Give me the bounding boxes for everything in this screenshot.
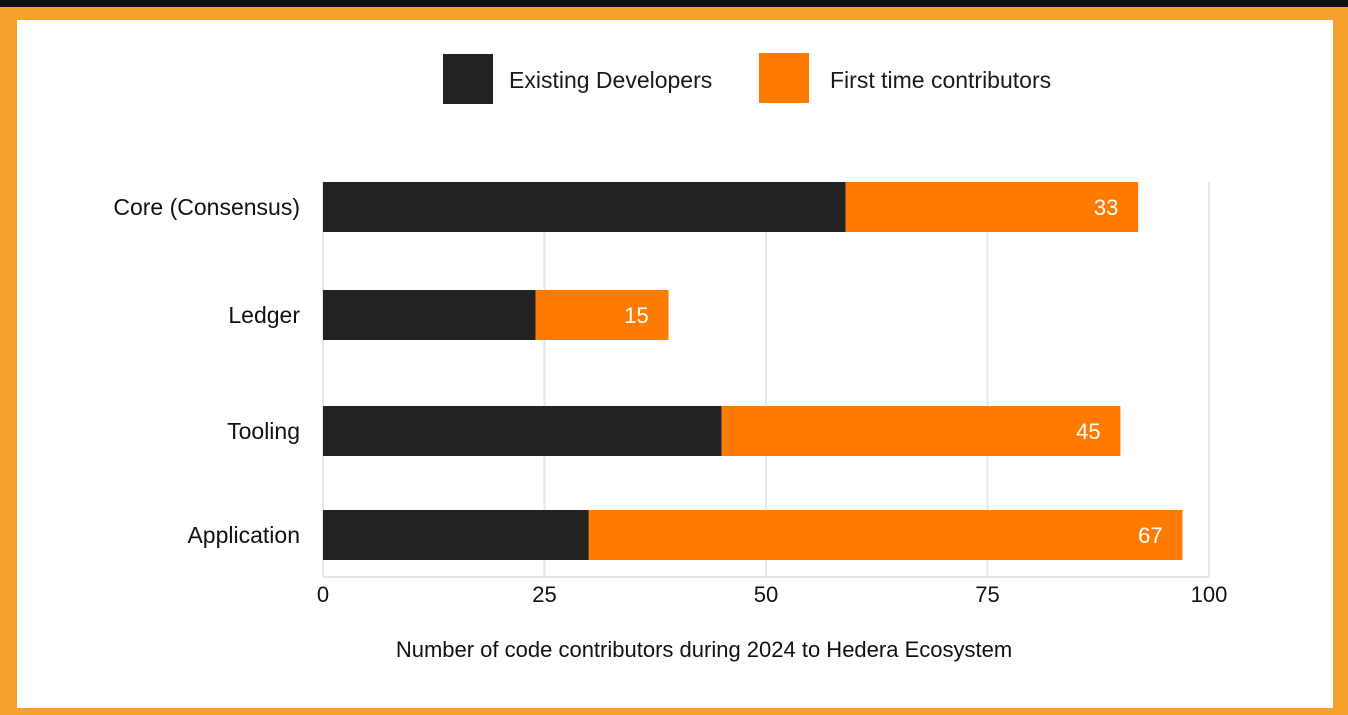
x-tick-label: 75 xyxy=(975,582,999,607)
chart-panel xyxy=(17,20,1333,708)
bar-first-time-contributors xyxy=(588,510,1183,560)
bars xyxy=(323,182,1183,560)
x-tick-label: 100 xyxy=(1191,582,1228,607)
data-label: 15 xyxy=(624,303,648,328)
bar-first-time-contributors xyxy=(535,290,669,340)
bar-existing-developers xyxy=(323,182,846,232)
bar-existing-developers xyxy=(323,406,722,456)
x-axis-title: Number of code contributors during 2024 … xyxy=(396,637,1012,662)
legend-swatch-existing-developers xyxy=(443,54,493,104)
legend-label-existing-developers: Existing Developers xyxy=(509,67,712,93)
bar-existing-developers xyxy=(323,290,536,340)
category-label: Core (Consensus) xyxy=(113,194,300,220)
legend-swatch-first-time-contributors xyxy=(759,53,809,103)
bar-first-time-contributors xyxy=(845,182,1139,232)
legend-label-first-time-contributors: First time contributors xyxy=(830,67,1051,93)
x-tick-label: 25 xyxy=(532,582,556,607)
bar-first-time-contributors xyxy=(721,406,1121,456)
data-label: 67 xyxy=(1138,523,1162,548)
category-label: Ledger xyxy=(228,302,300,328)
data-label: 45 xyxy=(1076,419,1100,444)
x-tick-label: 50 xyxy=(754,582,778,607)
bar-existing-developers xyxy=(323,510,589,560)
legend: Existing Developers First time contribut… xyxy=(443,53,1051,104)
labels: 0 25 50 75 100 33 Core (Consensus) 15 Ledger 45 To… xyxy=(113,194,1227,607)
data-label: 33 xyxy=(1094,195,1118,220)
x-tick-label: 0 xyxy=(317,582,329,607)
category-label: Tooling xyxy=(227,418,300,444)
category-label: Application xyxy=(187,522,300,548)
